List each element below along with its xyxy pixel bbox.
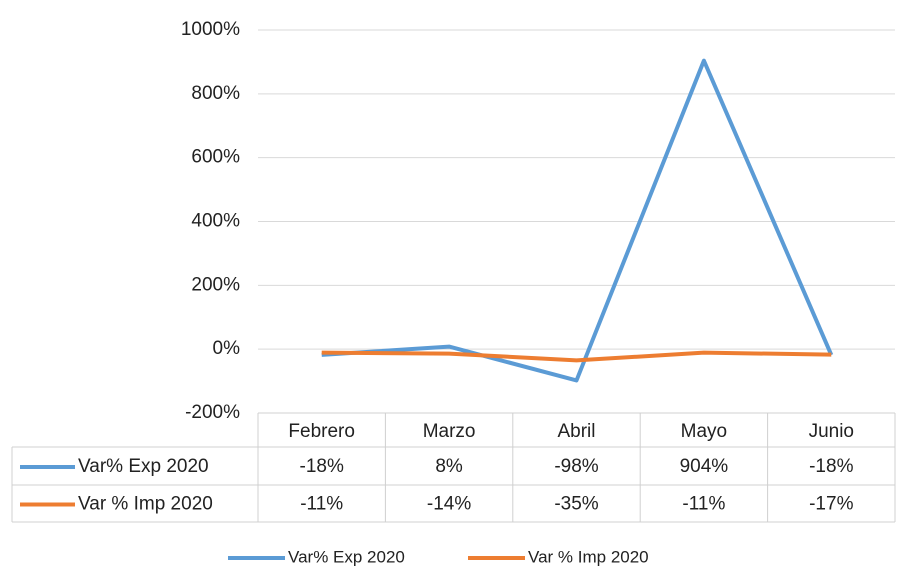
data-label: -98% [554,456,598,477]
y-tick-label: 200% [191,274,240,295]
y-tick-label: 0% [213,338,241,359]
y-tick-label: 800% [191,83,240,104]
legend-label: Var % Imp 2020 [528,547,649,566]
x-tick-label: Junio [809,421,854,442]
data-label: 8% [435,456,463,477]
series-line [321,350,832,363]
legend-label: Var% Exp 2020 [288,547,405,566]
data-label: -35% [554,494,598,515]
row-label: Var % Imp 2020 [78,494,213,515]
x-tick-label: Abril [557,421,595,442]
row-label: Var% Exp 2020 [78,456,209,477]
x-tick-label: Mayo [681,421,727,442]
data-label: 904% [680,456,729,477]
data-label: -11% [682,494,725,515]
data-label: -11% [300,494,343,515]
y-tick-label: -200% [185,402,240,423]
y-tick-label: 1000% [181,19,240,40]
series-line [321,58,834,383]
data-label: -17% [809,494,853,515]
data-label: -18% [300,456,344,477]
x-tick-label: Marzo [423,421,476,442]
data-label: -18% [809,456,853,477]
data-label: -14% [427,494,471,515]
x-tick-label: Febrero [288,421,355,442]
y-tick-label: 400% [191,211,240,232]
y-tick-label: 600% [191,147,240,168]
